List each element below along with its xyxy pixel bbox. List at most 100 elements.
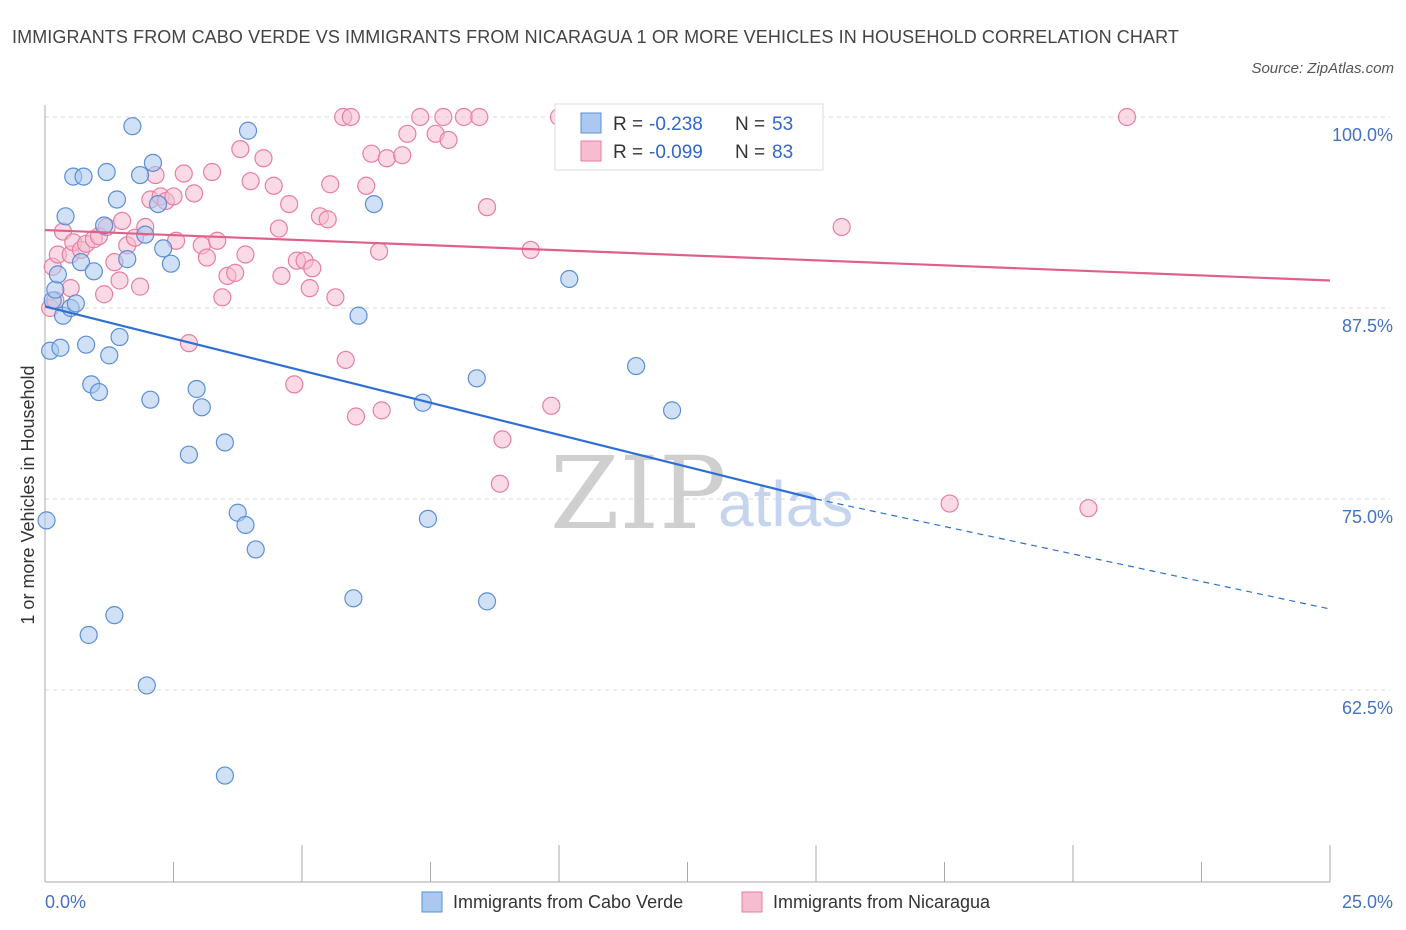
point-nicaragua [398, 124, 417, 143]
point-cabo-verde [105, 606, 124, 625]
chart-title: IMMIGRANTS FROM CABO VERDE VS IMMIGRANTS… [12, 27, 1179, 47]
legend-label-cabo-verde: Immigrants from Cabo Verde [453, 892, 683, 912]
point-cabo-verde [51, 338, 70, 357]
y-tick-labels: 100.0% 87.5% 75.0% 62.5% [1332, 125, 1393, 718]
point-nicaragua [393, 146, 412, 165]
point-cabo-verde [238, 121, 258, 140]
point-cabo-verde [37, 511, 56, 530]
point-cabo-verde [154, 239, 173, 258]
point-nicaragua [1117, 107, 1137, 127]
point-nicaragua [231, 139, 250, 159]
point-cabo-verde [71, 253, 91, 272]
point-nicaragua [174, 164, 193, 183]
point-nicaragua [285, 375, 304, 394]
point-nicaragua [202, 162, 222, 182]
point-nicaragua [110, 271, 129, 290]
point-nicaragua [341, 107, 360, 127]
legend-n-label: N = [735, 114, 765, 135]
point-nicaragua [346, 407, 366, 426]
trend-line-nicaragua [44, 228, 1331, 282]
point-nicaragua [832, 217, 851, 237]
legend-swatch-cabo-verde [580, 112, 602, 134]
point-nicaragua [372, 401, 391, 420]
legend-label-nicaragua: Immigrants from Nicaragua [773, 892, 991, 912]
source-label: Source: ZipAtlas.com [1251, 60, 1394, 77]
point-nicaragua [318, 210, 337, 229]
point-nicaragua [439, 130, 458, 150]
watermark-zip: ZIP [550, 435, 726, 552]
legend-n-label: N = [735, 142, 765, 163]
point-cabo-verde [143, 153, 163, 172]
watermark: ZIP atlas [550, 435, 853, 552]
point-cabo-verde [46, 280, 65, 299]
point-nicaragua [326, 288, 345, 307]
point-cabo-verde [107, 190, 127, 209]
point-cabo-verde [467, 369, 486, 388]
series-cabo-verde-points [37, 117, 682, 785]
point-nicaragua [477, 198, 497, 217]
point-cabo-verde [137, 676, 156, 695]
x-tick-label: 0.0% [45, 892, 86, 912]
trend-line-cabo-verde [44, 305, 817, 501]
point-cabo-verde [95, 216, 114, 235]
legend-r-label: R = [613, 142, 643, 163]
point-cabo-verde [74, 167, 93, 186]
point-cabo-verde [123, 117, 142, 136]
y-tick-label: 75.0% [1342, 507, 1393, 527]
point-cabo-verde [215, 766, 234, 785]
point-nicaragua [241, 172, 260, 191]
legend-stats: R = -0.238 N = 53 R = -0.099 N = 83 [554, 103, 824, 171]
point-nicaragua [213, 288, 232, 307]
y-tick-label: 62.5% [1342, 698, 1393, 718]
point-nicaragua [130, 277, 150, 296]
point-nicaragua [280, 194, 299, 214]
trend-line-cabo-verde-extension [815, 498, 1331, 610]
point-nicaragua [434, 107, 453, 127]
point-cabo-verde [187, 379, 206, 399]
point-cabo-verde [130, 165, 150, 185]
point-cabo-verde [349, 306, 368, 325]
axes [44, 105, 1331, 883]
y-tick-label: 100.0% [1332, 125, 1393, 145]
point-cabo-verde [364, 194, 384, 214]
point-cabo-verde [246, 540, 265, 559]
legend-swatch-cabo-verde [421, 891, 443, 913]
point-nicaragua [493, 430, 512, 449]
y-tick-label: 87.5% [1342, 316, 1393, 336]
point-nicaragua [470, 107, 489, 127]
point-nicaragua [336, 350, 355, 370]
point-cabo-verde [192, 398, 211, 417]
point-cabo-verde [84, 262, 103, 281]
point-nicaragua [321, 175, 340, 194]
point-cabo-verde [97, 162, 116, 182]
point-nicaragua [542, 396, 561, 415]
point-cabo-verde [626, 356, 646, 376]
point-cabo-verde [118, 250, 137, 269]
point-cabo-verde [477, 592, 497, 611]
point-nicaragua [184, 184, 204, 203]
legend-series: Immigrants from Cabo Verde Immigrants fr… [421, 891, 991, 913]
legend-n-value-cabo-verde: 53 [772, 114, 793, 135]
point-nicaragua [112, 211, 132, 231]
point-nicaragua [197, 248, 217, 267]
legend-r-value-nicaragua: -0.099 [649, 142, 703, 163]
trend-lines [44, 228, 1331, 610]
y-axis-label: 1 or more Vehicles in Household [18, 365, 38, 624]
legend-r-label: R = [613, 114, 643, 135]
point-nicaragua [1079, 499, 1098, 518]
point-nicaragua [208, 231, 227, 250]
point-cabo-verde [79, 625, 98, 645]
point-nicaragua [236, 245, 255, 264]
point-cabo-verde [110, 327, 129, 347]
point-cabo-verde [56, 207, 75, 226]
point-cabo-verde [344, 589, 363, 608]
point-nicaragua [411, 107, 430, 127]
point-cabo-verde [662, 401, 682, 420]
point-nicaragua [357, 176, 376, 195]
point-nicaragua [300, 279, 319, 298]
point-cabo-verde [418, 509, 438, 528]
point-cabo-verde [179, 445, 199, 464]
point-cabo-verde [141, 390, 160, 409]
point-nicaragua [303, 259, 322, 278]
